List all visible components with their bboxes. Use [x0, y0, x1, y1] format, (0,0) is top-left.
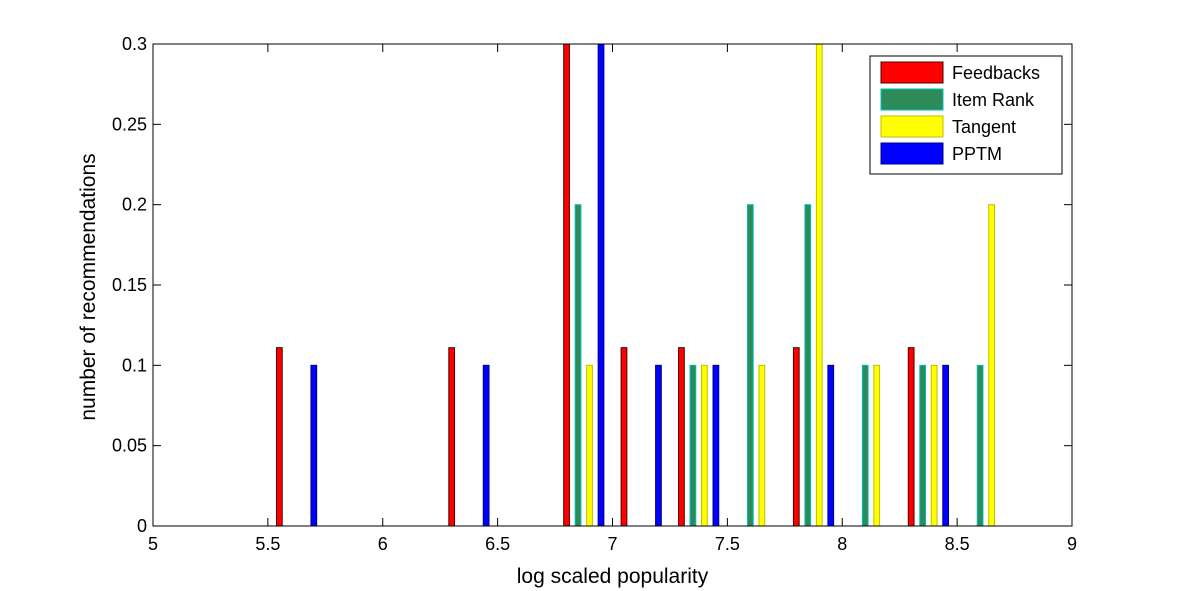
bar-item-rank-14	[976, 364, 984, 527]
x-tick-label: 6.5	[485, 534, 510, 554]
bar-item-rank-11	[804, 204, 812, 527]
x-axis-ticks: 5 5.5 6 6.5 7 7.5 8 8.5 9	[148, 44, 1077, 554]
y-tick-label: 0.1	[122, 355, 147, 375]
bar-tangent-14	[988, 204, 995, 527]
x-tick-label: 7	[607, 534, 617, 554]
bar-item-rank-7	[574, 204, 582, 527]
y-tick-label: 0	[137, 516, 147, 536]
x-tick-label: 6	[378, 534, 388, 554]
x-tick-label: 8.5	[945, 534, 970, 554]
x-axis-label: log scaled popularity	[517, 565, 709, 588]
bar-tangent-12	[873, 364, 881, 527]
bar-pptm-7	[597, 43, 605, 527]
bar-tangent-7	[586, 364, 593, 527]
bar-feedbacks-9	[678, 347, 685, 527]
bar-pptm-8	[655, 364, 662, 527]
x-tick-label: 9	[1067, 534, 1077, 554]
bar-feedbacks-13	[907, 347, 915, 527]
bar-item-rank-12	[861, 364, 869, 527]
y-tick-label: 0.25	[112, 114, 147, 134]
x-tick-label: 8	[837, 534, 847, 554]
bar-item-rank-9	[689, 364, 697, 527]
bar-tangent-10	[758, 364, 766, 527]
bar-tangent-9	[701, 364, 708, 527]
bar-pptm-11	[827, 364, 835, 527]
legend-label-tangent: Tangent	[952, 117, 1016, 137]
bar-item-rank-13	[919, 364, 927, 527]
bar-tangent-11	[815, 43, 823, 527]
x-tick-label: 5	[148, 534, 158, 554]
bar-pptm-9	[712, 364, 720, 527]
y-tick-label: 0.3	[122, 34, 147, 54]
x-tick-label: 7.5	[715, 534, 740, 554]
bar-item-rank-10	[746, 204, 754, 527]
bar-pptm-5	[482, 364, 490, 527]
bar-feedbacks-7	[563, 43, 570, 527]
bar-feedbacks-2	[275, 347, 283, 527]
legend: Feedbacks Item Rank Tangent PPTM	[869, 55, 1063, 175]
legend-swatch-item-rank	[880, 88, 944, 111]
legend-label-item-rank: Item Rank	[952, 90, 1035, 110]
bar-feedbacks-8	[620, 347, 628, 527]
bar-pptm-2	[310, 364, 318, 527]
y-tick-label: 0.2	[122, 195, 147, 215]
bars-layer	[275, 43, 995, 527]
legend-label-pptm: PPTM	[952, 144, 1002, 164]
y-tick-label: 0.05	[112, 436, 147, 456]
bar-feedbacks-11	[792, 347, 800, 527]
legend-swatch-tangent	[880, 115, 944, 138]
y-tick-label: 0.15	[112, 275, 147, 295]
y-axis-label: number of recommendations	[77, 153, 100, 420]
x-tick-label: 5.5	[255, 534, 280, 554]
legend-label-feedbacks: Feedbacks	[952, 63, 1040, 83]
y-axis-ticks: 0 0.05 0.1 0.15 0.2 0.25 0.3	[112, 34, 1072, 536]
legend-swatch-feedbacks	[880, 61, 944, 84]
bar-tangent-13	[930, 364, 938, 527]
legend-swatch-pptm	[880, 142, 944, 165]
bar-feedbacks-5	[448, 347, 456, 527]
bar-pptm-13	[942, 364, 950, 527]
